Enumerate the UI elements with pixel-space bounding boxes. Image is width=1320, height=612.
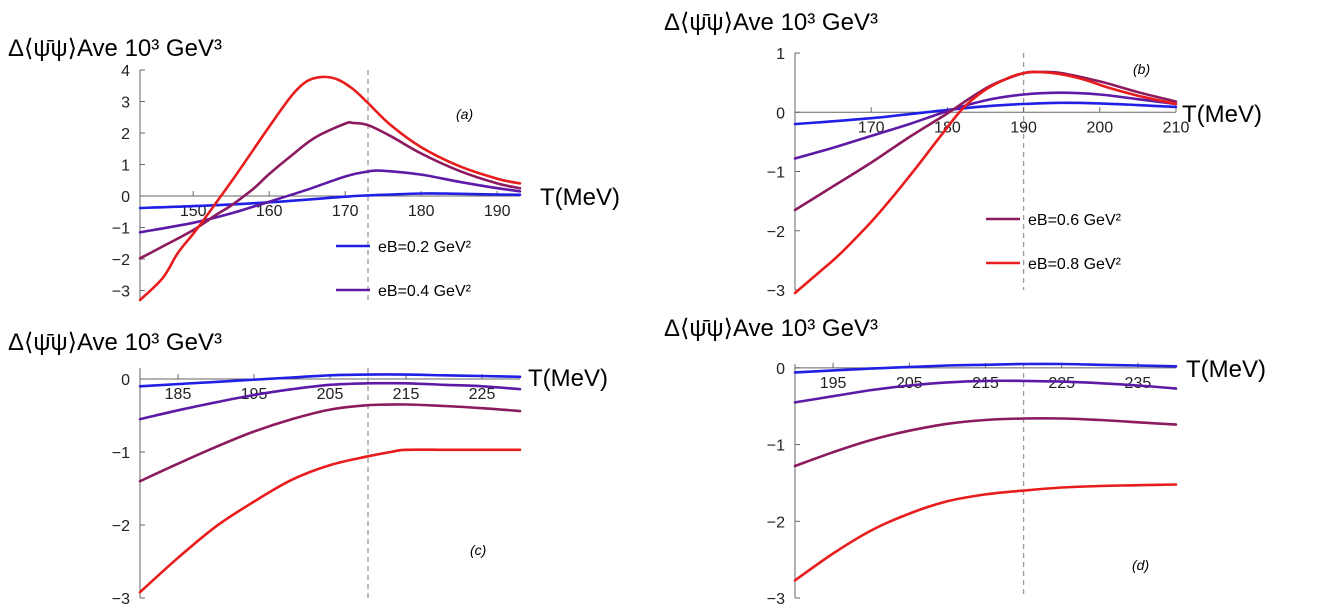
xtick-label-a: 160 <box>256 203 283 220</box>
panel-label-c: (c) <box>470 542 486 558</box>
legend-panel-a: eB=0.2 GeV² eB=0.4 GeV² <box>336 239 472 300</box>
xtick-label-a: 180 <box>408 203 435 220</box>
ytick-label-a: −2 <box>112 252 130 269</box>
legend-label-eb04: eB=0.4 GeV² <box>378 283 472 300</box>
xtick-label-b: 170 <box>858 119 885 136</box>
ytick-label-d: 0 <box>776 361 785 378</box>
xtick-label-b: 200 <box>1086 119 1113 136</box>
xtick-label-d: 215 <box>972 375 999 392</box>
ytick-label-c: −3 <box>112 591 130 608</box>
ytick-label-b: −1 <box>767 165 785 182</box>
series-line-b-1 <box>793 91 1178 160</box>
ytick-label-a: 3 <box>121 95 130 112</box>
xtick-label-a: 170 <box>332 203 359 220</box>
ytick-label-a: 1 <box>121 158 130 175</box>
xtick-label-c: 225 <box>469 386 496 403</box>
ytick-label-c: −2 <box>112 518 130 535</box>
xtick-label-d: 195 <box>820 375 847 392</box>
legend-panel-b: eB=0.6 GeV² eB=0.8 GeV² <box>986 212 1122 273</box>
series-line-c-2 <box>138 403 522 483</box>
xtick-label-c: 185 <box>165 386 192 403</box>
ytick-label-a: 2 <box>121 126 130 143</box>
xtick-label-a: 190 <box>484 203 511 220</box>
legend-label-eb06: eB=0.6 GeV² <box>1028 212 1122 229</box>
panel-label-b: (b) <box>1133 61 1150 77</box>
xlabel-b: T(MeV) <box>1182 101 1262 128</box>
xlabel-a: T(MeV) <box>540 184 620 211</box>
series-line-c-0 <box>138 373 522 388</box>
series-line-d-3 <box>793 483 1178 582</box>
xtick-label-b: 190 <box>1010 119 1037 136</box>
series-line-a-1 <box>138 169 522 234</box>
ytick-label-a: −3 <box>112 284 130 301</box>
xtick-label-c: 205 <box>317 386 344 403</box>
legend-label-eb08: eB=0.8 GeV² <box>1028 256 1122 273</box>
xtick-label-b: 210 <box>1163 119 1190 136</box>
ytick-label-c: −1 <box>112 445 130 462</box>
series-line-d-0 <box>793 362 1178 374</box>
xlabel-c: T(MeV) <box>528 365 608 392</box>
panel-label-a: (a) <box>456 106 473 122</box>
xtick-label-d: 225 <box>1048 375 1075 392</box>
ytick-label-b: 0 <box>776 105 785 122</box>
ytick-label-a: 4 <box>121 63 130 80</box>
xlabel-d: T(MeV) <box>1186 356 1266 383</box>
ytick-label-a: 0 <box>121 189 130 206</box>
ytick-label-d: −3 <box>767 591 785 608</box>
ylabel-c: Δ⟨ψ̄ψ⟩Ave 10³ GeV³ <box>8 329 222 356</box>
ytick-label-a: −1 <box>112 221 130 238</box>
panel-label-d: (d) <box>1132 557 1149 573</box>
ytick-label-d: −1 <box>767 438 785 455</box>
ytick-label-b: −2 <box>767 224 785 241</box>
xtick-label-d: 235 <box>1125 375 1152 392</box>
series-line-b-0 <box>793 101 1178 126</box>
ylabel-a: Δ⟨ψ̄ψ⟩Ave 10³ GeV³ <box>8 35 222 62</box>
ytick-label-b: 1 <box>776 46 785 63</box>
xtick-label-c: 215 <box>393 386 420 403</box>
series-line-c-3 <box>138 448 522 594</box>
series-line-d-2 <box>793 416 1178 468</box>
series-line-d-1 <box>793 379 1178 404</box>
legend-label-eb02: eB=0.2 GeV² <box>378 239 472 256</box>
ytick-label-b: −3 <box>767 283 785 300</box>
series-line-a-3 <box>138 75 522 302</box>
xtick-label-d: 205 <box>896 375 923 392</box>
ylabel-b: Δ⟨ψ̄ψ⟩Ave 10³ GeV³ <box>664 9 878 36</box>
ylabel-d: Δ⟨ψ̄ψ⟩Ave 10³ GeV³ <box>664 315 878 342</box>
series-line-c-1 <box>138 381 522 421</box>
ytick-label-c: 0 <box>121 372 130 389</box>
series-line-b-3 <box>793 70 1178 295</box>
ytick-label-d: −2 <box>767 514 785 531</box>
series-line-a-2 <box>138 120 522 260</box>
